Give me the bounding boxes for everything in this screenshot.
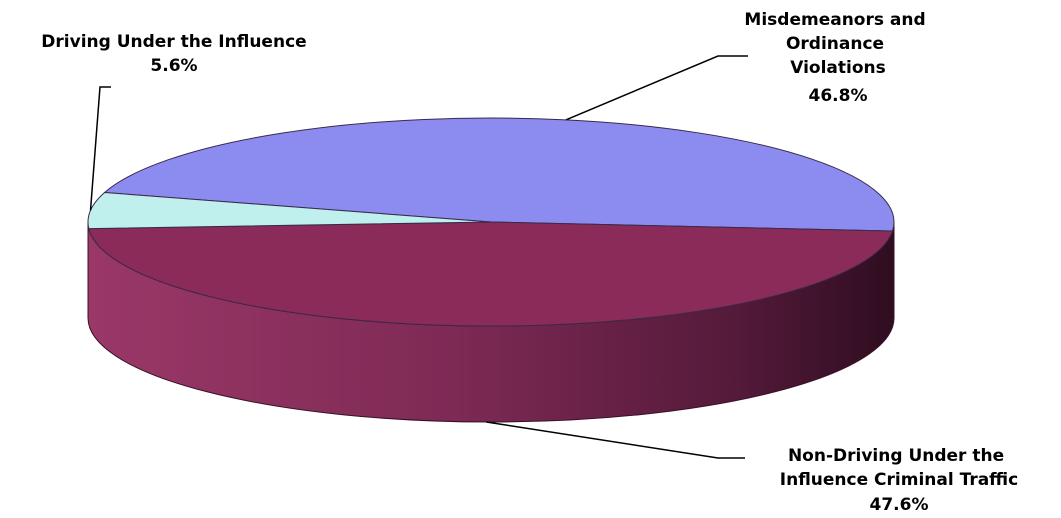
leader-line-dui	[89, 86, 111, 211]
slice-label-non-dui-traffic: Non-Driving Under the Influence Criminal…	[780, 446, 1018, 490]
slice-misdemeanors	[103, 117, 895, 232]
slice-label-misdemeanors: Misdemeanors and Ordinance Violations	[744, 10, 931, 78]
slice-value-misdemeanors: 46.8%	[809, 86, 868, 106]
slice-label-dui: Driving Under the Influence	[41, 32, 306, 52]
slice-non-dui-traffic	[88, 221, 894, 327]
leader-line-non-dui-traffic	[486, 421, 745, 459]
leader-line-misdemeanors	[565, 55, 748, 121]
slice-value-non-dui-traffic: 47.6%	[870, 495, 929, 515]
slice-value-dui: 5.6%	[150, 56, 197, 76]
